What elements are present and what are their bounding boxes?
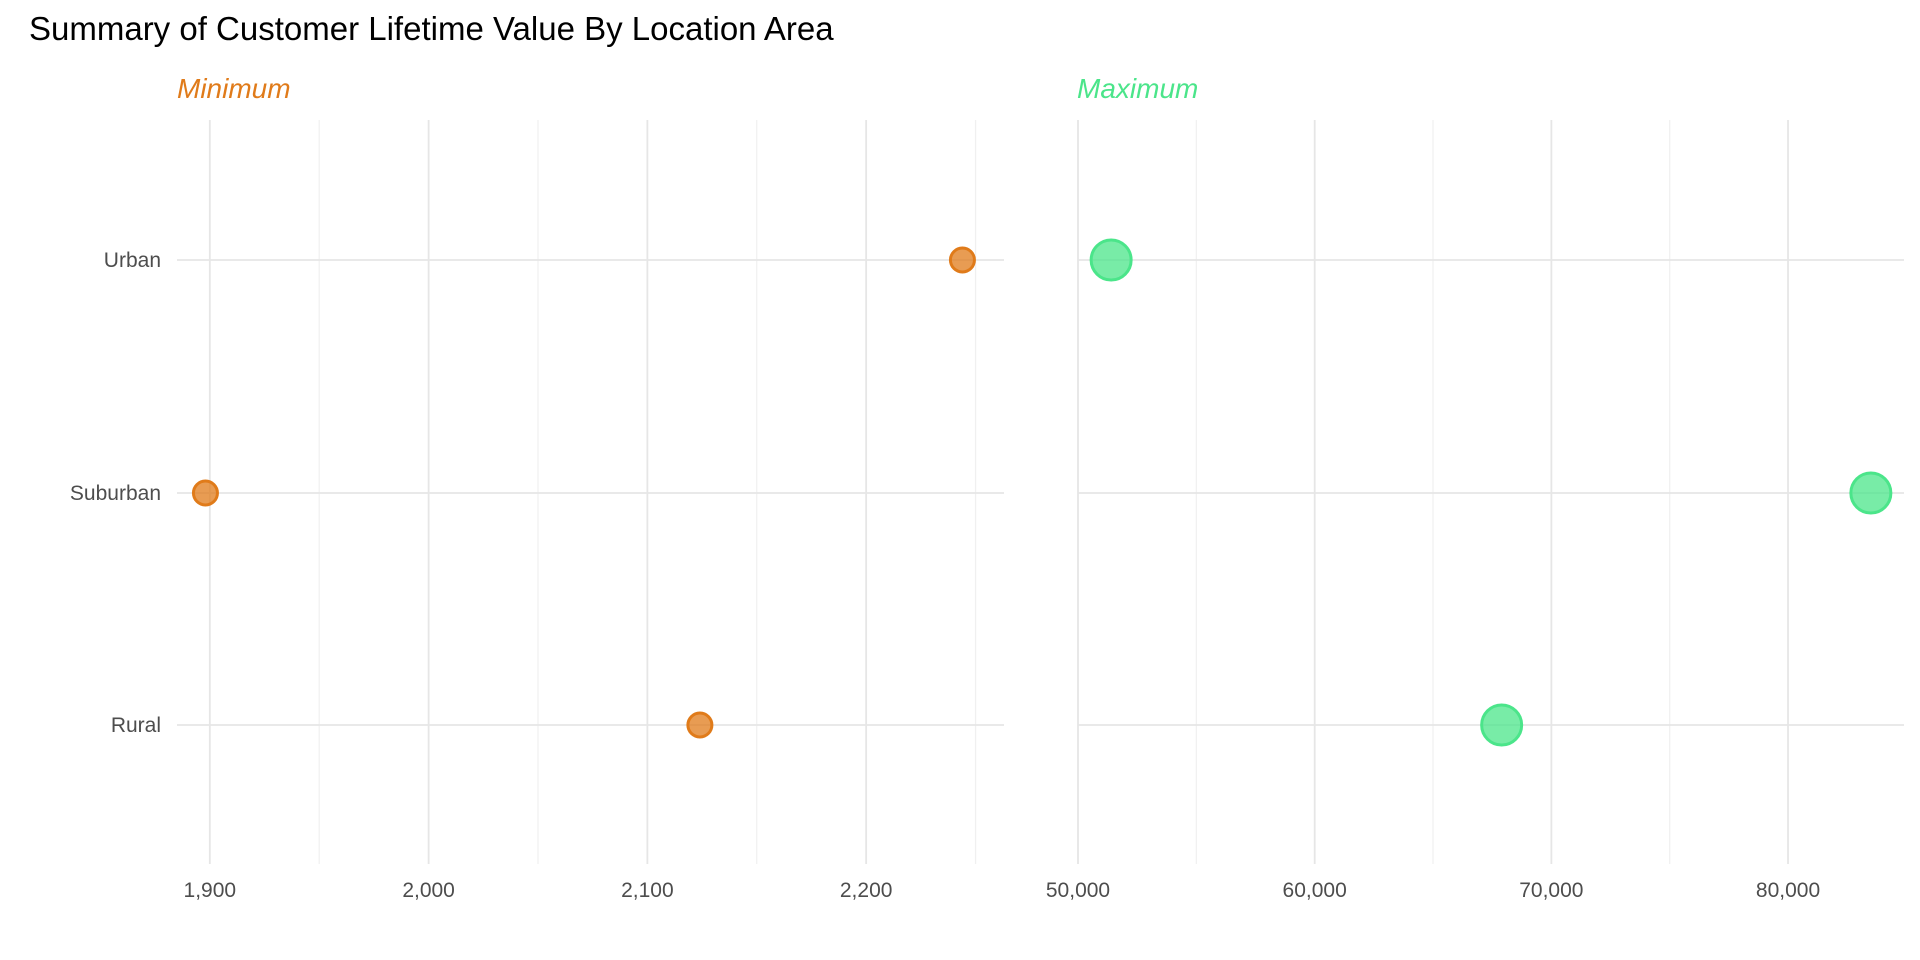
x-tick-label: 1,900 (184, 879, 237, 902)
x-tick-label: 2,000 (402, 879, 455, 902)
data-point-maximum-urban (1089, 238, 1133, 282)
data-point-minimum-rural (686, 711, 714, 739)
data-point-minimum-urban (948, 246, 976, 274)
x-tick-label: 70,000 (1519, 879, 1583, 902)
panel-title-maximum: Maximum (1077, 73, 1198, 104)
x-tick-label: 2,100 (621, 879, 674, 902)
x-tick-label: 2,200 (840, 879, 893, 902)
y-tick-label-urban: Urban (104, 249, 161, 272)
x-tick-label: 50,000 (1046, 879, 1110, 902)
chart-title: Summary of Customer Lifetime Value By Lo… (29, 10, 834, 47)
data-point-minimum-suburban (191, 479, 219, 507)
data-point-maximum-rural (1480, 703, 1524, 747)
chart-panels: Urban Suburban Rural Minimum 1,900 2,000 2,100… (70, 73, 1904, 902)
x-tick-label: 80,000 (1756, 879, 1820, 902)
panel-minimum: Minimum 1,900 2,000 2,100 2,200 (177, 73, 1004, 902)
y-tick-label-rural: Rural (111, 714, 161, 737)
panel-title-minimum: Minimum (177, 73, 291, 104)
y-tick-label-suburban: Suburban (70, 482, 161, 505)
data-point-maximum-suburban (1849, 471, 1893, 515)
x-tick-label: 60,000 (1283, 879, 1347, 902)
panel-maximum: Maximum 50,000 60,000 70,000 80,000 (1046, 73, 1904, 902)
